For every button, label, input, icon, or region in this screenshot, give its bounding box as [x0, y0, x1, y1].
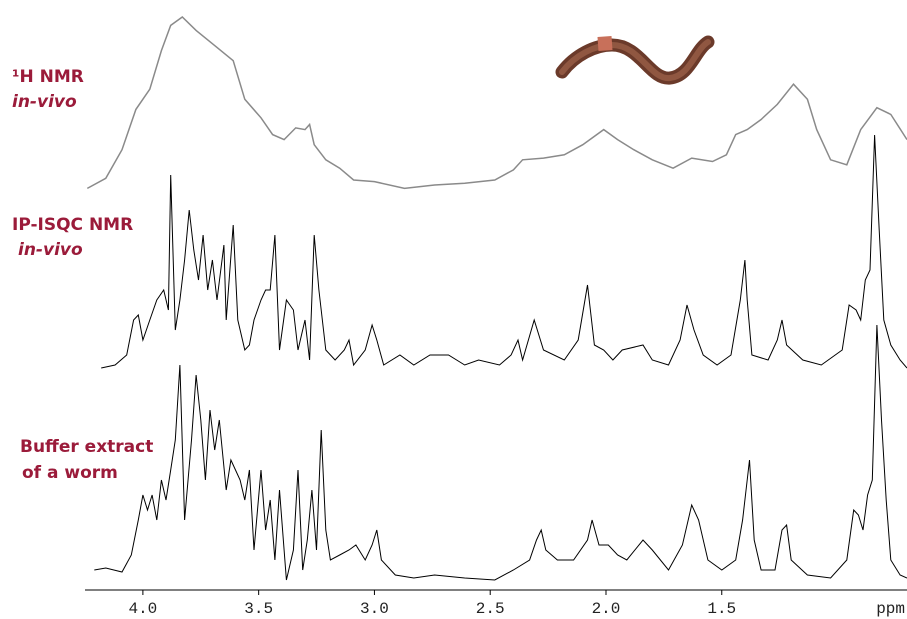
series-label: IP-ISQC NMR [12, 215, 133, 235]
x-tick-label: 2.5 [476, 600, 505, 618]
x-tick-label: 4.0 [128, 600, 157, 618]
x-axis-label: ppm [876, 600, 905, 618]
series-label: of a worm [22, 463, 118, 483]
spectrum-line [101, 135, 907, 368]
series-label: Buffer extract [20, 437, 153, 457]
spectrum-line [87, 17, 907, 188]
x-tick-label: 3.5 [244, 600, 273, 618]
spectrum-line [94, 325, 907, 580]
chart: ¹H NMR in-vivo IP-ISQC NMR in-vivo Buffer ex… [0, 0, 907, 619]
x-tick-label: 3.0 [360, 600, 389, 618]
series-label: ¹H NMR [12, 67, 84, 87]
worm-illustration [562, 42, 708, 78]
series-label: in-vivo [12, 92, 77, 112]
series-label: in-vivo [18, 240, 83, 260]
x-tick-label: 2.0 [592, 600, 621, 618]
x-tick-label: 1.5 [707, 600, 736, 618]
